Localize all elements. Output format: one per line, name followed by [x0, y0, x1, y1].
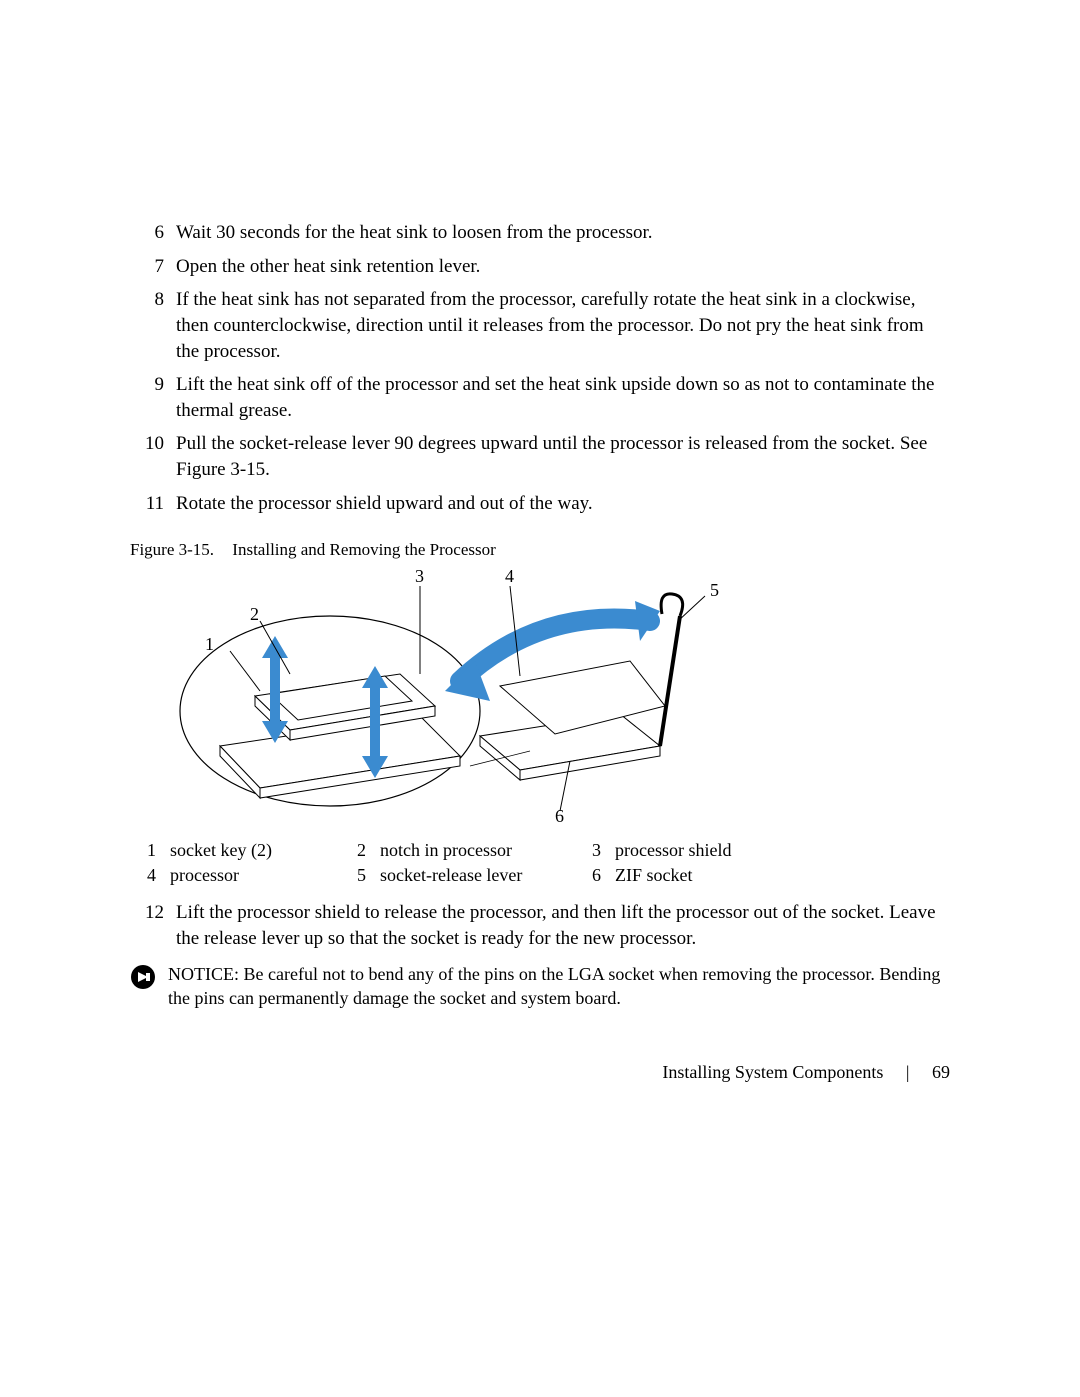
step-list-continued: 12 Lift the processor shield to release …	[130, 900, 950, 951]
processor-diagram	[160, 566, 720, 826]
step: 8 If the heat sink has not separated fro…	[130, 287, 950, 364]
legend-number: 2	[340, 840, 380, 861]
callout-2: 2	[250, 604, 259, 625]
legend-text: socket-release lever	[380, 865, 522, 886]
notice-body: Be careful not to bend any of the pins o…	[168, 964, 940, 1008]
step-text: Pull the socket-release lever 90 degrees…	[176, 431, 950, 482]
footer-section: Installing System Components	[662, 1062, 883, 1082]
step: 10 Pull the socket-release lever 90 degr…	[130, 431, 950, 482]
step-text: If the heat sink has not separated from …	[176, 287, 950, 364]
legend-number: 3	[575, 840, 615, 861]
step: 6 Wait 30 seconds for the heat sink to l…	[130, 220, 950, 246]
notice-label: NOTICE:	[168, 964, 239, 984]
page-footer: Installing System Components | 69	[662, 1062, 950, 1083]
footer-page-number: 69	[932, 1062, 950, 1082]
figure-label: Figure 3-15.	[130, 540, 214, 559]
legend-row: 4 processor 5 socket-release lever 6 ZIF…	[130, 865, 950, 886]
legend-text: notch in processor	[380, 840, 512, 861]
legend-text: socket key (2)	[170, 840, 272, 861]
figure-title: Installing and Removing the Processor	[232, 540, 495, 559]
legend-number: 1	[130, 840, 170, 861]
legend-number: 5	[340, 865, 380, 886]
legend-item: 4 processor	[130, 865, 340, 886]
step-number: 12	[130, 900, 176, 951]
callout-6: 6	[555, 806, 564, 827]
step-number: 10	[130, 431, 176, 482]
legend-number: 4	[130, 865, 170, 886]
step: 12 Lift the processor shield to release …	[130, 900, 950, 951]
legend-number: 6	[575, 865, 615, 886]
callout-1: 1	[205, 634, 214, 655]
notice: NOTICE: Be careful not to bend any of th…	[130, 962, 950, 1011]
callout-3: 3	[415, 566, 424, 587]
legend-text: ZIF socket	[615, 865, 692, 886]
callout-4: 4	[505, 566, 514, 587]
legend-item: 6 ZIF socket	[575, 865, 795, 886]
legend-text: processor shield	[615, 840, 731, 861]
legend-item: 5 socket-release lever	[340, 865, 575, 886]
step: 9 Lift the heat sink off of the processo…	[130, 372, 950, 423]
notice-icon	[130, 964, 156, 990]
callout-5: 5	[710, 580, 719, 601]
step: 7 Open the other heat sink retention lev…	[130, 254, 950, 280]
step-number: 9	[130, 372, 176, 423]
legend-item: 2 notch in processor	[340, 840, 575, 861]
step: 11 Rotate the processor shield upward an…	[130, 491, 950, 517]
page: 6 Wait 30 seconds for the heat sink to l…	[0, 0, 1080, 1397]
step-text: Wait 30 seconds for the heat sink to loo…	[176, 220, 950, 246]
figure: 1 2 3 4 5 6	[160, 566, 720, 826]
step-list: 6 Wait 30 seconds for the heat sink to l…	[130, 220, 950, 516]
legend-item: 1 socket key (2)	[130, 840, 340, 861]
step-number: 6	[130, 220, 176, 246]
step-text: Rotate the processor shield upward and o…	[176, 491, 950, 517]
step-text: Open the other heat sink retention lever…	[176, 254, 950, 280]
step-text: Lift the processor shield to release the…	[176, 900, 950, 951]
figure-caption: Figure 3-15. Installing and Removing the…	[130, 540, 950, 560]
legend-text: processor	[170, 865, 239, 886]
legend-item: 3 processor shield	[575, 840, 795, 861]
step-number: 11	[130, 491, 176, 517]
step-number: 7	[130, 254, 176, 280]
step-text: Lift the heat sink off of the processor …	[176, 372, 950, 423]
footer-separator: |	[906, 1062, 910, 1082]
legend-row: 1 socket key (2) 2 notch in processor 3 …	[130, 840, 950, 861]
step-number: 8	[130, 287, 176, 364]
figure-legend: 1 socket key (2) 2 notch in processor 3 …	[130, 840, 950, 886]
notice-text: NOTICE: Be careful not to bend any of th…	[168, 962, 950, 1011]
